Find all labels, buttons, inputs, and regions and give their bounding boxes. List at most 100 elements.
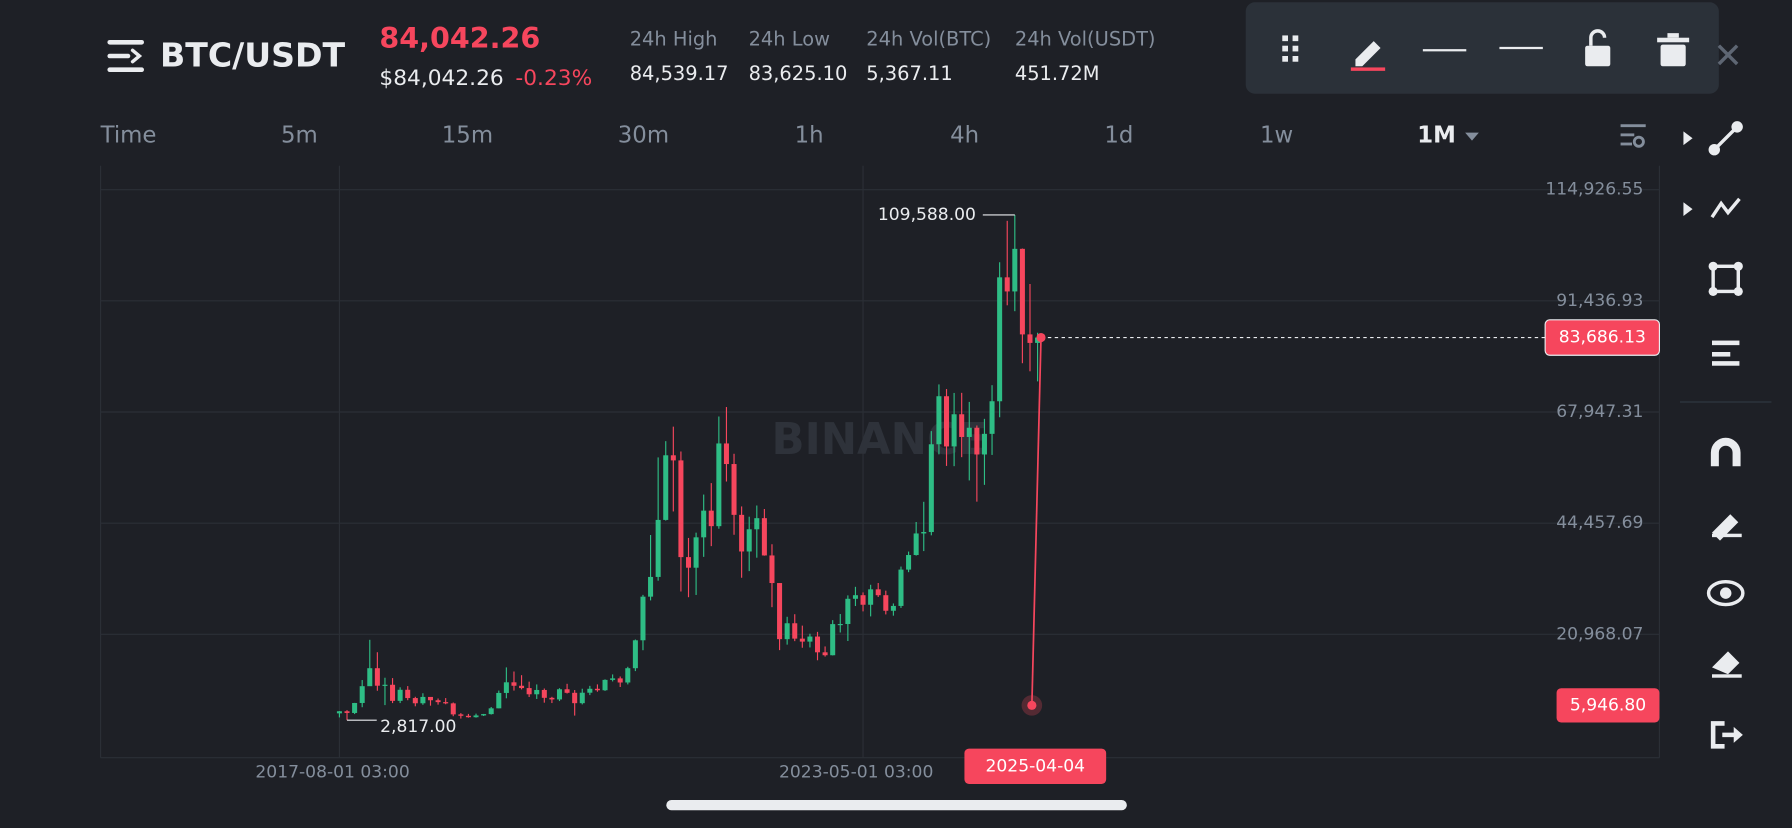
candle-body [541, 689, 547, 698]
candle-body [465, 715, 471, 718]
stat-value: 84,539.17 [630, 62, 729, 85]
trend-point[interactable] [1027, 700, 1037, 710]
interval-tab[interactable]: 4h [950, 122, 979, 148]
candle-body [731, 464, 737, 515]
candle-body [830, 624, 836, 656]
interval-tab[interactable]: 1M [1417, 122, 1456, 148]
drag-handle[interactable] [1282, 35, 1299, 62]
lock-tool[interactable] [1585, 29, 1611, 67]
candle-body [1004, 277, 1010, 292]
candle-body [390, 684, 396, 701]
candle-body [443, 702, 449, 704]
candle-body [519, 685, 525, 689]
y-tick-label: 114,926.55 [1545, 180, 1643, 200]
stat-label: 24h Vol(BTC) [866, 27, 991, 50]
candle-body [579, 692, 585, 704]
candle-body [367, 668, 373, 687]
candle-body [784, 623, 790, 640]
chart: 20,968.07 44,457.69 67,947.31 91,436.93 114,… [100, 165, 1660, 784]
trend-line [1031, 337, 1042, 706]
candle-body [928, 444, 934, 533]
candle-body [526, 688, 532, 695]
candle-body [374, 668, 380, 686]
visibility-tool[interactable] [1706, 580, 1745, 607]
interval-tab[interactable]: 1h [795, 122, 824, 148]
position-tool[interactable] [1712, 340, 1740, 366]
candle-body [640, 596, 646, 641]
candle-body [670, 455, 676, 461]
candle-body [761, 518, 767, 556]
pen-tool[interactable] [1350, 41, 1386, 71]
y-tick-label: 67,947.31 [1556, 402, 1643, 422]
exit-tool[interactable] [1710, 721, 1743, 749]
fib-tool[interactable] [1710, 197, 1741, 219]
candle-body [989, 401, 995, 434]
symbol[interactable]: BTC/USDT [160, 36, 346, 75]
candle-body [610, 678, 616, 680]
candle-body [951, 414, 957, 447]
candle-body [708, 510, 714, 527]
shape-tool[interactable] [1708, 261, 1743, 296]
candle-body [974, 427, 980, 455]
candle-body [944, 396, 950, 447]
interval-tab[interactable]: 15m [442, 122, 493, 148]
interval-tab[interactable]: 1w [1260, 122, 1293, 148]
candle-body [397, 689, 403, 701]
y-tick-label: 91,436.93 [1556, 291, 1643, 311]
candle-body [344, 711, 350, 713]
candle-body [602, 679, 608, 691]
candle-body [1019, 248, 1025, 335]
candle-body [556, 689, 563, 700]
candle-body [511, 682, 517, 686]
candle-body [594, 688, 600, 691]
interval-tab[interactable]: 5m [281, 122, 318, 148]
eraser-tool[interactable] [1712, 651, 1742, 678]
candle-body [481, 714, 487, 716]
candle-body [906, 555, 912, 570]
candle-body [1027, 334, 1033, 343]
candle-body [754, 518, 760, 530]
candle-body [663, 455, 669, 520]
expand-arrow[interactable] [1683, 131, 1693, 146]
dropdown-arrow[interactable] [1465, 132, 1479, 141]
interval-tabs: Time 5m 15m 30m 1h 4h 1d 1w 1M [100, 122, 1456, 148]
candle-body [723, 443, 729, 465]
delete-tool[interactable] [1657, 33, 1690, 67]
close-button[interactable] [1717, 44, 1739, 66]
candle-body [913, 533, 919, 556]
trend-point[interactable] [1036, 332, 1046, 343]
stat-label: 24h Vol(USDT) [1015, 27, 1156, 50]
candle-body [693, 537, 699, 568]
candle-body [427, 696, 434, 701]
interval-tab[interactable]: Time [100, 122, 157, 148]
candle-body [868, 589, 874, 605]
menu-icon[interactable] [107, 40, 144, 72]
candle-body [1012, 248, 1018, 292]
expand-arrow[interactable] [1683, 202, 1693, 216]
edit-tool[interactable] [1712, 514, 1742, 541]
candle-body [898, 569, 904, 606]
stat-value: 451.72M [1015, 62, 1100, 85]
candle-body [959, 414, 965, 437]
crosshair-date-tag [964, 748, 1107, 784]
candle-body [678, 460, 684, 558]
side-tools [1680, 121, 1772, 749]
chart-settings[interactable] [1620, 124, 1646, 148]
candle-body [632, 640, 638, 669]
candle-body [822, 652, 828, 656]
stat-value: 83,625.10 [749, 62, 848, 85]
magnet-tool[interactable] [1710, 437, 1741, 467]
candle-body [845, 598, 851, 625]
price-tag-label: 83,686.13 [1559, 328, 1646, 348]
separator [1680, 401, 1772, 403]
candle-body [352, 702, 358, 713]
candle-body [564, 689, 570, 693]
interval-tab[interactable]: 30m [618, 122, 669, 148]
home-indicator[interactable] [666, 800, 1127, 811]
candle-body [420, 696, 426, 704]
trend-tool[interactable] [1708, 121, 1743, 156]
candle-body [799, 638, 805, 642]
interval-tab[interactable]: 1d [1104, 122, 1133, 148]
candle-body [488, 708, 494, 715]
